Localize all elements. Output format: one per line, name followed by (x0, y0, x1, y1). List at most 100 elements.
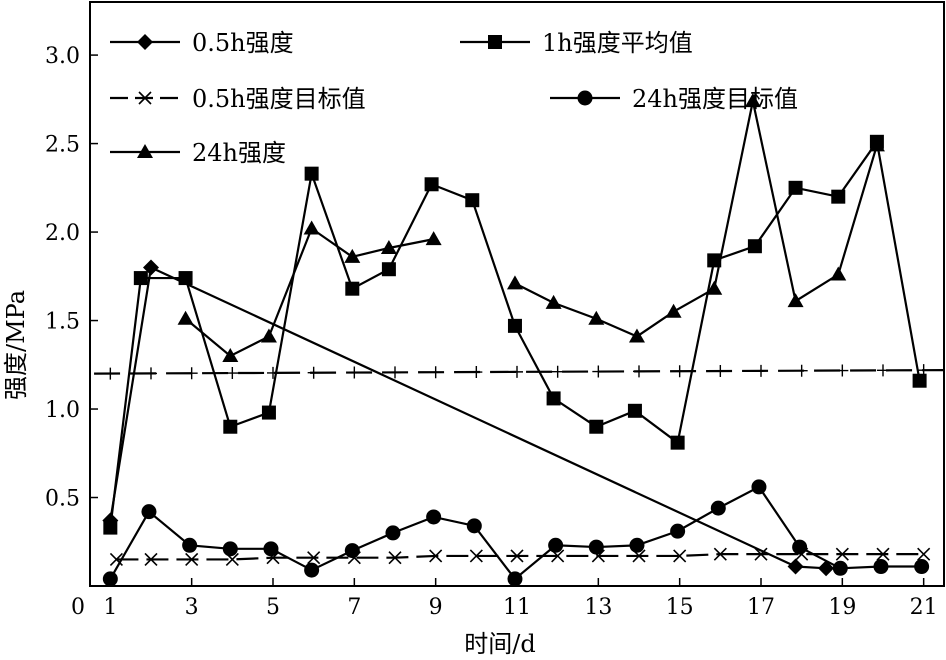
legend-label: 24h强度 (192, 139, 286, 167)
x-tick-label: 15 (666, 595, 694, 620)
y-axis-title: 强度/MPa (2, 290, 30, 400)
series-0 (102, 259, 835, 577)
square-marker (507, 318, 522, 333)
circle-marker (141, 504, 157, 520)
plus-marker (633, 365, 645, 378)
cross-marker (185, 552, 199, 567)
triangle-marker (425, 231, 442, 246)
square-marker (670, 435, 685, 450)
x-tick-label: 1 (103, 595, 117, 620)
circle-marker (548, 537, 564, 553)
x-tick-label: 9 (429, 595, 443, 620)
x-axis-title: 时间/d (464, 630, 535, 658)
circle-marker (710, 500, 726, 516)
plus-marker (185, 367, 198, 380)
square-marker (788, 180, 803, 195)
triangle-marker (830, 266, 847, 281)
plus-marker (389, 366, 401, 379)
square-marker (627, 403, 642, 418)
plus-marker (307, 366, 320, 379)
square-marker (912, 373, 927, 388)
legend-item: 24h强度目标值 (550, 85, 798, 113)
circle-marker (873, 559, 889, 575)
square-marker (381, 262, 396, 277)
triangle-marker (744, 93, 761, 108)
x-tick-label: 5 (266, 595, 280, 620)
series-5 (506, 93, 885, 343)
cross-marker (144, 552, 158, 567)
triangle-marker (380, 239, 397, 254)
triangle-marker (545, 294, 562, 309)
plus-marker (429, 366, 442, 379)
triangle-marker (344, 248, 361, 263)
square-marker (304, 166, 319, 181)
square-marker (133, 271, 148, 286)
triangle-marker (303, 220, 320, 235)
triangle-marker (787, 293, 804, 308)
circle-marker (832, 560, 848, 576)
legend-item: 1h强度平均值 (460, 29, 693, 57)
y-tick-label: 1.0 (45, 398, 80, 423)
series-2 (109, 547, 931, 567)
cross-marker (917, 547, 931, 561)
square-marker (103, 520, 118, 535)
y-tick-label: 2.0 (45, 221, 80, 246)
cross-marker (713, 547, 727, 561)
series-line (109, 139, 921, 528)
square-marker (424, 177, 439, 192)
cross-marker (876, 547, 890, 561)
cross-marker (673, 549, 687, 563)
square-marker (589, 419, 604, 434)
legend-label: 0.5h强度目标值 (192, 85, 366, 113)
circle-marker (304, 562, 320, 578)
circle-marker (344, 543, 360, 559)
circle-marker (102, 571, 118, 587)
series-line (514, 100, 878, 338)
cross-marker (835, 547, 849, 561)
plus-marker (104, 367, 117, 380)
square-marker (488, 35, 502, 49)
series-line (109, 265, 827, 570)
legend-item: 0.5h强度目标值 (110, 85, 366, 113)
circle-marker (670, 523, 686, 539)
legend-item: 0.5h强度 (110, 29, 294, 57)
x-tick-label: 17 (747, 595, 775, 620)
square-marker (223, 419, 238, 434)
plus-marker (795, 364, 808, 377)
y-tick-label: 2.5 (45, 133, 80, 158)
plus-marker (267, 366, 279, 379)
origin-label: 0 (71, 595, 85, 620)
x-tick-label: 21 (910, 595, 938, 620)
plus-marker (226, 367, 239, 380)
series-4 (177, 220, 442, 362)
circle-marker (263, 541, 279, 557)
plus-marker (551, 365, 564, 378)
series-1 (103, 134, 927, 535)
cross-marker (429, 549, 443, 563)
series-3 (102, 479, 930, 587)
plus-marker (714, 365, 727, 378)
y-tick-label: 3.0 (45, 44, 80, 69)
square-marker (546, 391, 561, 406)
x-tick-label: 13 (584, 595, 612, 620)
plus-marker (755, 364, 767, 377)
legend-item: 24h强度 (110, 139, 286, 167)
cross-marker (510, 549, 524, 563)
circle-marker (629, 537, 645, 553)
square-marker (465, 193, 480, 208)
x-tick-label: 19 (828, 595, 856, 620)
square-marker (831, 189, 846, 204)
triangle-marker (706, 280, 723, 295)
square-marker (747, 239, 762, 254)
circle-marker (385, 525, 401, 541)
y-tick-label: 0.5 (45, 487, 80, 512)
legend-label: 0.5h强度 (192, 29, 294, 57)
circle-marker (792, 539, 808, 555)
diamond-marker (818, 560, 835, 577)
legend-label: 1h强度平均值 (542, 29, 693, 57)
triangle-marker (588, 310, 605, 325)
triangle-marker (260, 328, 277, 343)
cross-marker (388, 551, 402, 565)
